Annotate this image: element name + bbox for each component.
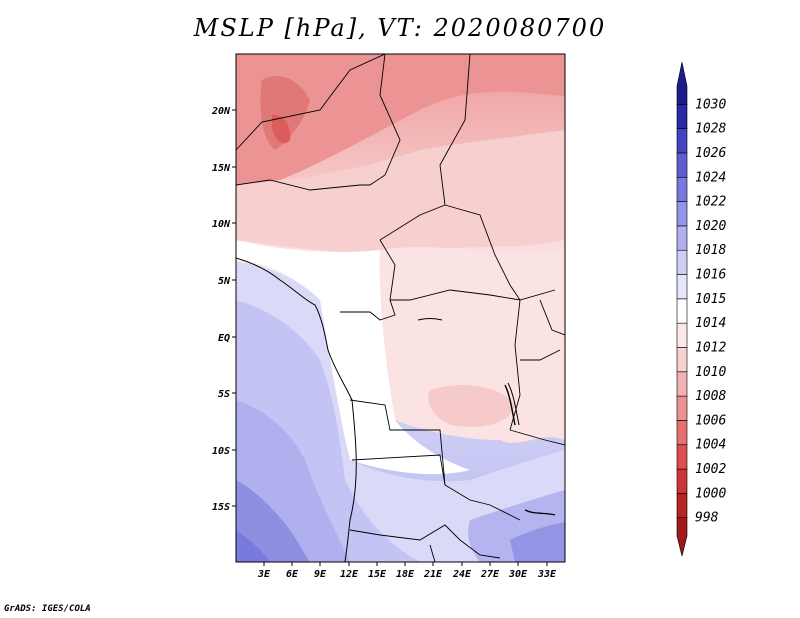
colorbar-label: 1018 [695,243,726,258]
latitude-labels: 20N 15N 10N 5N EQ 5S 10S 15S [211,106,231,513]
grads-credit: GrADS: IGES/COLA [4,604,91,614]
colorbar-label: 1016 [695,268,726,283]
pressure-field [236,54,565,562]
lon-label: 3E [257,569,271,580]
colorbar-swatch [676,493,688,518]
lat-label: 5N [218,276,231,287]
lon-label: 21E [423,569,443,580]
colorbar-label: 1024 [695,170,726,185]
colorbar-swatch [676,176,688,202]
colorbar-swatch [676,225,688,251]
longitude-labels: 3E 6E 9E 12E 15E 18E 21E 24E 27E 30E 33E [257,569,557,580]
lat-label: 10N [212,219,231,230]
lat-label: 10S [212,446,230,457]
colorbar-label: 1004 [695,438,726,453]
colorbar-swatch [676,444,688,470]
colorbar-swatch [676,322,688,348]
colorbar-swatch [676,395,688,421]
axis-ticks [232,109,548,566]
colorbar-swatch [676,420,688,446]
lon-label: 33E [537,569,557,580]
colorbar-swatch [676,128,688,154]
colorbar-swatch [676,201,688,227]
lon-label: 30E [508,569,528,580]
lat-label: 20N [211,106,231,117]
map-frame [235,53,566,563]
colorbar-swatch [676,249,688,275]
colorbar-swatch [676,104,688,129]
lat-label: 15S [212,502,230,513]
colorbar-label: 1020 [695,219,726,234]
lat-label: 5S [218,389,230,400]
colorbar: 998 1000 1002 1004 1006 1008 1010 1012 1014 1015 1… [676,61,726,557]
colorbar-label: 1028 [695,122,726,137]
lon-label: 27E [480,569,500,580]
colorbar-label: 1010 [695,365,726,380]
colorbar-swatch [676,274,688,300]
map-title: MSLP [hPa], VT: 2020080700 [193,14,607,42]
lat-label: 15N [212,163,231,174]
colorbar-label: 1022 [695,195,726,210]
colorbar-swatch [676,61,688,105]
colorbar-swatch [676,468,688,494]
colorbar-label: 1030 [695,97,726,112]
colorbar-swatch [676,371,688,397]
lon-label: 18E [396,569,415,580]
colorbar-label: 1006 [695,413,726,428]
colorbar-label: 1000 [695,486,726,501]
colorbar-label: 1026 [695,146,726,161]
colorbar-label: 1014 [695,316,726,331]
colorbar-swatch [676,347,688,373]
lon-label: 12E [340,569,359,580]
colorbar-label: 1008 [695,389,726,404]
colorbar-label: 1015 [695,292,726,307]
lon-label: 9E [314,569,327,580]
lon-label: 6E [286,569,299,580]
colorbar-label: 1002 [695,462,726,477]
lon-label: 24E [452,569,472,580]
colorbar-label: 1012 [695,340,726,355]
colorbar-swatch [676,298,688,324]
colorbar-swatch [676,517,688,557]
lat-label: EQ [218,333,230,344]
colorbar-swatch [676,152,688,178]
colorbar-label: 998 [695,511,719,526]
lon-label: 15E [368,569,387,580]
